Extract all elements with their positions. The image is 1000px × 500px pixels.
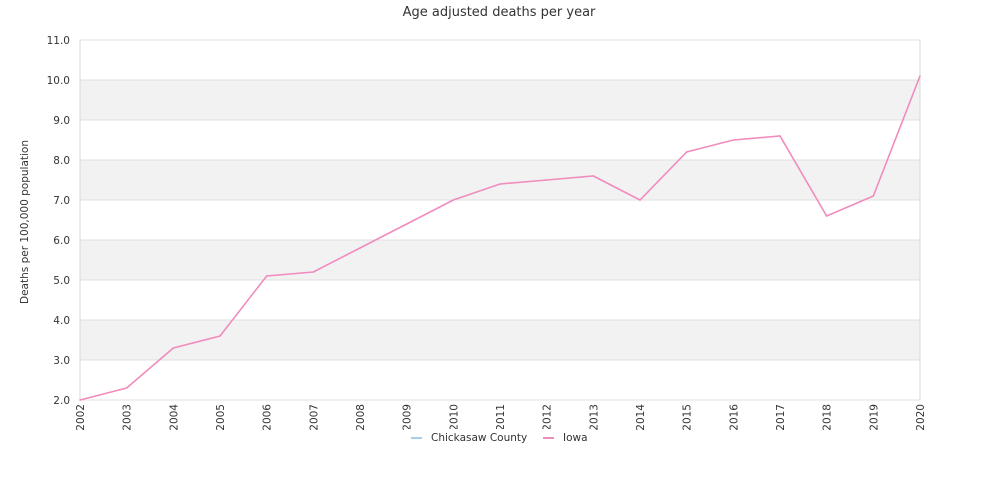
x-tick-label: 2006 (262, 404, 274, 431)
x-tick-label: 2003 (122, 404, 134, 431)
data-point (125, 387, 128, 389)
grid-band (80, 240, 920, 280)
legend-background (405, 429, 595, 449)
y-tick-label: 5.0 (53, 275, 70, 287)
data-point (825, 215, 828, 217)
y-tick-label: 8.0 (53, 155, 70, 167)
legend-label[interactable]: Chickasaw County (431, 432, 527, 444)
legend-label[interactable]: Iowa (563, 432, 588, 444)
data-point (312, 271, 315, 273)
y-tick-label: 4.0 (53, 315, 70, 327)
x-tick-label: 2018 (822, 404, 834, 431)
data-point (79, 399, 81, 401)
x-tick-label: 2014 (635, 404, 647, 431)
data-point (592, 175, 595, 177)
x-tick-label: 2017 (775, 404, 787, 431)
data-point (359, 247, 361, 249)
y-tick-label: 2.0 (53, 395, 70, 407)
data-point (172, 347, 175, 349)
grid-band (80, 80, 920, 120)
y-tick-label: 10.0 (47, 75, 70, 87)
x-tick-label: 2020 (915, 404, 927, 431)
x-tick-label: 2004 (168, 404, 180, 431)
x-tick-label: 2007 (308, 404, 320, 431)
data-point (452, 199, 455, 201)
data-point (639, 199, 641, 201)
chart-title: Age adjusted deaths per year (403, 5, 596, 20)
data-point (685, 151, 688, 153)
data-point (872, 195, 875, 197)
x-tick-label: 2015 (682, 404, 694, 431)
data-point (779, 135, 781, 137)
grid-band (80, 160, 920, 200)
data-point (545, 179, 548, 181)
x-tick-label: 2005 (215, 404, 227, 431)
x-tick-label: 2012 (542, 404, 554, 431)
x-tick-label: 2002 (75, 404, 87, 431)
x-tick-label: 2008 (355, 404, 367, 431)
y-axis-label: Deaths per 100,000 population (19, 140, 31, 304)
grid-band (80, 320, 920, 360)
x-tick-label: 2010 (448, 404, 460, 431)
x-tick-label: 2009 (402, 404, 414, 431)
x-tick-label: 2016 (728, 404, 740, 431)
data-point (265, 275, 268, 277)
x-tick-label: 2013 (588, 404, 600, 431)
y-tick-label: 11.0 (47, 35, 70, 47)
data-point (499, 183, 501, 185)
y-tick-label: 3.0 (53, 355, 70, 367)
data-point (919, 75, 921, 77)
data-point (732, 139, 735, 141)
y-tick-label: 9.0 (53, 115, 70, 127)
x-tick-label: 2011 (495, 404, 507, 431)
y-tick-label: 7.0 (53, 195, 70, 207)
data-point (219, 335, 221, 337)
x-tick-label: 2019 (868, 404, 880, 431)
legend: Chickasaw County Iowa (405, 429, 595, 449)
data-point (405, 223, 408, 225)
y-tick-label: 6.0 (53, 235, 70, 247)
